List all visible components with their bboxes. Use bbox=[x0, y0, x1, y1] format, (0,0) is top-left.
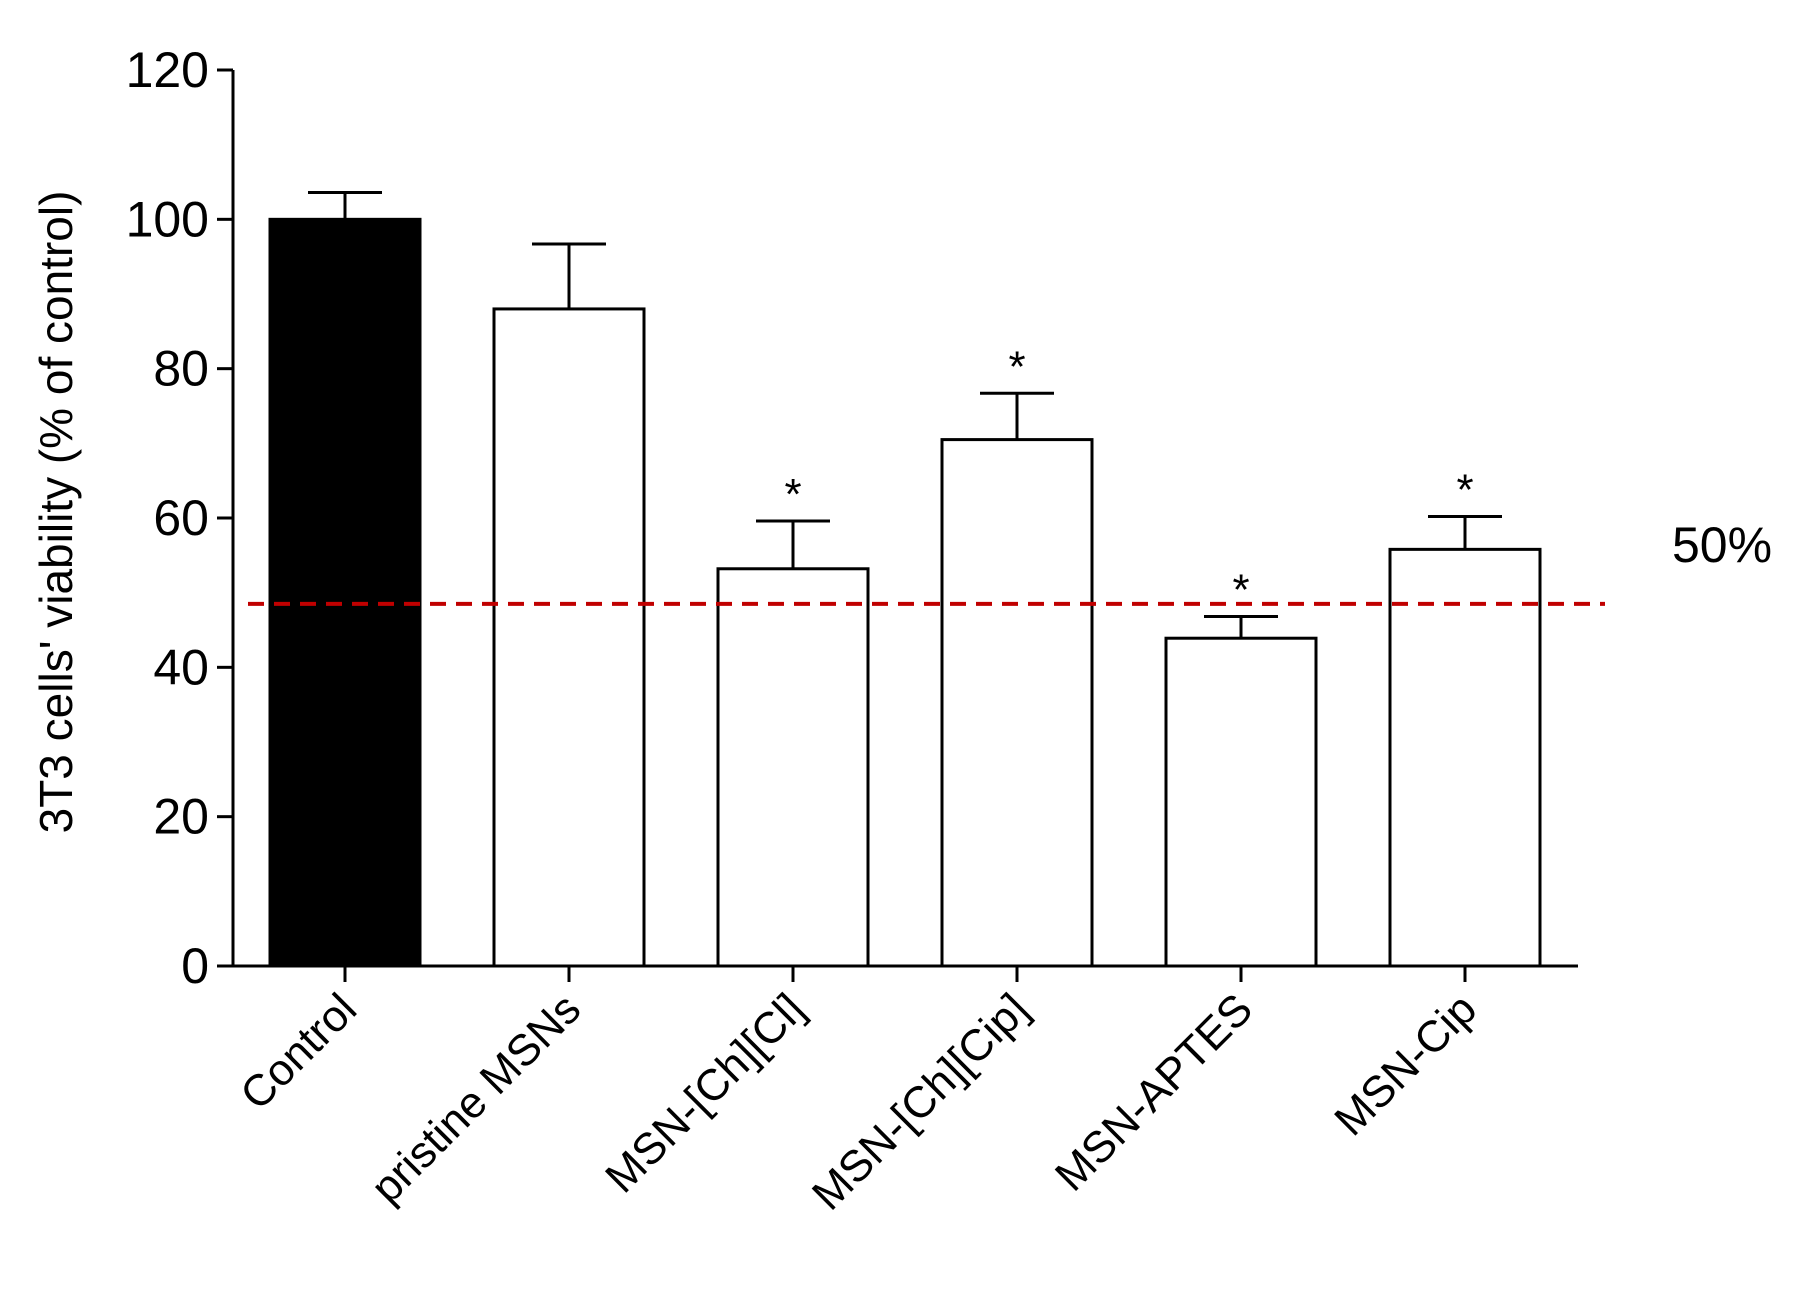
bar bbox=[940, 438, 1094, 968]
y-tick-label: 100 bbox=[126, 191, 209, 247]
x-tick-label: MSN-[Ch][Cl] bbox=[596, 984, 814, 1202]
reference-line-layer: 50% bbox=[248, 517, 1772, 606]
bars-layer: * * * * bbox=[268, 190, 1542, 968]
reference-line-label: 50% bbox=[1672, 517, 1772, 573]
bar bbox=[268, 217, 422, 968]
bar bbox=[1164, 636, 1318, 968]
significance-marker: * bbox=[1232, 566, 1249, 615]
x-tick-label: MSN-APTES bbox=[1046, 984, 1262, 1200]
x-tick-label: MSN-Cip bbox=[1325, 984, 1486, 1145]
significance-marker: * bbox=[1008, 342, 1025, 391]
x-tick-label: pristine MSNs bbox=[362, 984, 590, 1212]
significance-marker: * bbox=[784, 470, 801, 519]
y-tick-label: 40 bbox=[153, 639, 209, 695]
bar bbox=[716, 567, 870, 968]
bar bbox=[492, 307, 646, 968]
significance-marker: * bbox=[1456, 466, 1473, 515]
y-tick-label: 120 bbox=[126, 42, 209, 98]
y-axis-label: 3T3 cells' viability (% of control) bbox=[30, 191, 82, 834]
y-tick-label: 60 bbox=[153, 490, 209, 546]
y-tick-label: 80 bbox=[153, 341, 209, 397]
bar bbox=[1388, 547, 1542, 968]
y-tick-label: 20 bbox=[153, 789, 209, 845]
x-tick-label: Control bbox=[231, 984, 366, 1119]
y-tick-label: 0 bbox=[181, 938, 209, 994]
y-axis: 0 20 40 60 80 100 120 bbox=[126, 42, 235, 994]
x-tick-label: MSN-[Ch][Cip] bbox=[803, 984, 1038, 1219]
